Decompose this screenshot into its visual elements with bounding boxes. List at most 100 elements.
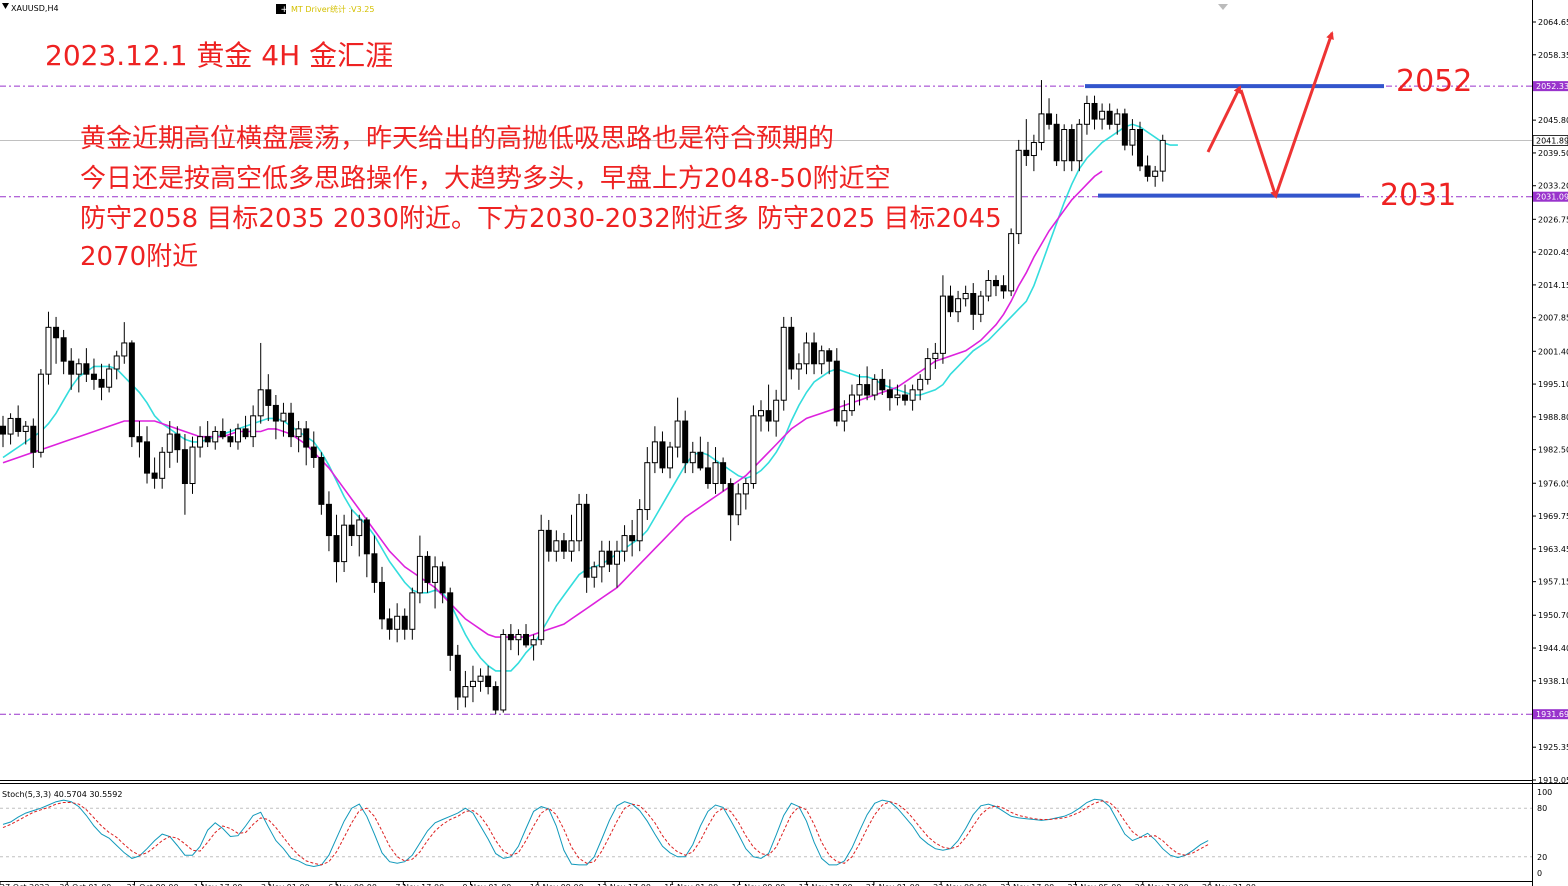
candle-body [295,428,302,438]
candle-body [333,535,340,563]
candle-body [803,342,810,365]
candle-body [977,295,984,315]
candle-body [189,446,196,485]
y-tick-label: 1950.70 [1538,611,1568,620]
candle-body [341,524,348,563]
candle-body [970,292,977,315]
x-tick-label: 27 Oct 2023 [0,883,49,886]
candle-body [598,550,605,568]
price-tag-label: 2041.89 [1536,136,1568,145]
ma-slow-line [2,170,1103,638]
x-tick-label: 17 Nov 17:00 [799,883,853,886]
x-tick-label: 10 Nov 09:00 [530,883,584,886]
candle-body [128,342,135,438]
y-tick-label: 1919.05 [1538,776,1568,785]
symbol-dropdown-icon[interactable] [2,3,9,9]
candle-body [1129,129,1136,146]
candle-body [1023,149,1030,157]
candle-body [939,295,946,354]
candle-body [265,389,272,406]
candle-body [416,555,423,594]
candle-body [1137,129,1143,167]
candle-body [886,389,893,399]
symbol-label: XAUUSD,H4 [11,4,59,13]
candle-body [113,355,120,370]
x-tick-label: 21 Nov 01:00 [866,883,920,886]
price-tag-label: 1931.69 [1536,710,1568,719]
candle-body [53,326,60,339]
projection-arrow[interactable] [1206,85,1242,153]
candle-body [401,615,408,630]
x-tick-label: 23 Nov 17:00 [1000,883,1054,886]
candle-body [560,540,567,552]
x-tick-label: 16 Nov 09:00 [731,883,785,886]
candle-body [30,425,37,453]
candle-body [7,417,14,435]
candle-body [576,503,583,542]
candle-body [636,509,643,542]
indicator-icon[interactable] [276,4,286,14]
y-tick-label: 2058.35 [1538,51,1568,60]
x-tick-label: 7 Nov 17:00 [395,883,444,886]
y-tick-label: 2045.80 [1538,116,1568,125]
candle-body [477,675,484,682]
candle-body [310,446,317,458]
candle-body [651,441,658,464]
candle-body [1106,110,1113,125]
candle-body [902,394,909,401]
candle-body [856,384,863,396]
candle-body [659,441,666,469]
candle-body [871,378,878,396]
candle-body [121,342,128,357]
x-tick-label: 15 Nov 01:00 [664,883,718,886]
level-low-label: 2031 [1380,178,1457,213]
candle-body [553,540,560,552]
candle-body [159,451,166,479]
projection-arrow[interactable] [1239,89,1278,199]
y-tick-label: 2001.40 [1538,347,1568,356]
candle-body [68,360,75,375]
candle-body [818,350,825,365]
candle-body [272,404,279,422]
candle-body [773,399,780,422]
candle-body [166,433,173,453]
indicator-label: MT Driver统计 :V3.25 [291,4,374,14]
candle-body [606,550,613,565]
candle-body [727,483,734,516]
candle-body [750,415,757,485]
candle-body [348,524,355,537]
candle-body [144,441,151,474]
candle-body [644,462,651,511]
projection-arrow[interactable] [1274,31,1334,196]
y-tick-label: 1969.75 [1538,512,1568,521]
annotation-line-4: 2070附近 [80,242,199,272]
candle-body [394,615,401,630]
candle-body [454,654,461,698]
candle-body [151,472,158,479]
candle-body [234,428,241,443]
candle-body [985,279,992,297]
y-tick-label: 2039.50 [1538,149,1568,158]
x-tick-label: 31 Oct 09:00 [126,883,178,886]
candle-body [469,680,476,688]
scroll-marker-icon[interactable] [1218,4,1228,10]
candle-body [98,378,105,388]
candle-body [1008,233,1015,292]
candle-body [432,566,439,583]
candle-body [682,420,689,464]
candle-body [947,295,954,313]
candle-body [545,529,552,552]
candle-body [219,430,226,438]
y-tick-label: 1944.40 [1538,644,1568,653]
candle-body [212,430,219,443]
y-tick-label: 2007.85 [1538,314,1568,323]
candle-body [371,553,378,583]
stoch-scale-label: 20 [1537,853,1547,862]
candle-body [1000,285,1007,292]
x-tick-label: 9 Nov 01:00 [463,883,512,886]
svg-text:+: + [281,5,289,15]
x-tick-label: 13 Nov 17:00 [597,883,651,886]
candle-body [833,360,840,422]
candle-body [1053,123,1060,162]
